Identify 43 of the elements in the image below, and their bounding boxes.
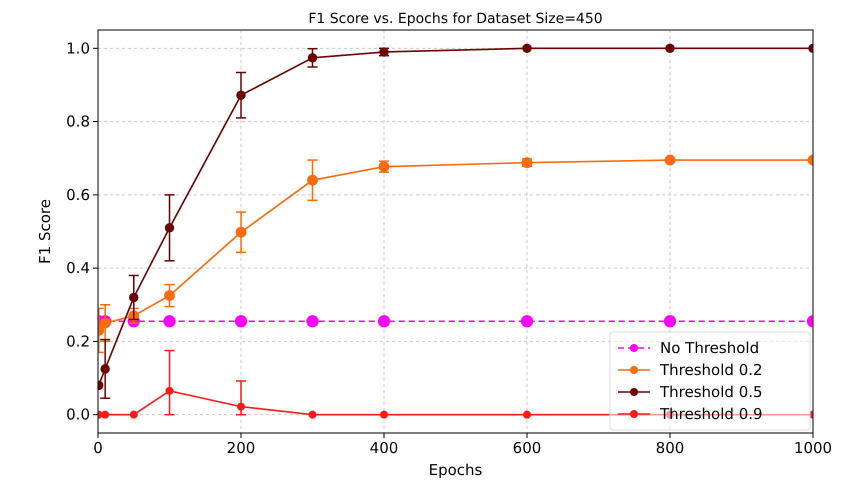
- point: [307, 174, 318, 186]
- point: [164, 223, 174, 233]
- point: [101, 410, 110, 419]
- point: [236, 226, 246, 238]
- point: [523, 410, 531, 419]
- point: [380, 410, 388, 419]
- legend-label: No Threshold: [660, 339, 760, 357]
- y-tick-label: 0.4: [66, 259, 90, 278]
- point: [166, 386, 174, 395]
- point: [306, 315, 319, 328]
- legend-label: Threshold 0.5: [659, 383, 763, 401]
- x-tick-label: 1000: [794, 439, 832, 457]
- point: [522, 44, 532, 54]
- y-tick-label: 0.8: [66, 112, 90, 131]
- legend-label: Threshold 0.2: [659, 361, 763, 379]
- point: [129, 292, 138, 302]
- x-tick-label: 0: [93, 439, 103, 457]
- point: [308, 410, 316, 419]
- point: [308, 53, 318, 63]
- x-tick-label: 200: [226, 439, 256, 457]
- x-tick-label: 800: [656, 439, 684, 457]
- point: [520, 315, 534, 328]
- y-tick-label: 1.0: [66, 39, 90, 58]
- point: [236, 90, 246, 100]
- point: [100, 364, 110, 374]
- y-tick-label: 0.6: [66, 186, 90, 204]
- x-tick-label: 600: [512, 439, 542, 457]
- point: [664, 154, 676, 166]
- point: [378, 315, 390, 328]
- y-tick-label: 0.2: [66, 332, 90, 350]
- x-tick-label: 400: [370, 439, 398, 457]
- point: [237, 402, 245, 411]
- y-tick-label: 0.0: [66, 406, 90, 424]
- x-axis-title: Epochs: [428, 461, 483, 479]
- y-axis-title: F1 Score: [36, 199, 54, 264]
- legend-label: Threshold 0.9: [659, 405, 763, 423]
- point: [664, 315, 676, 328]
- point: [234, 315, 248, 328]
- point: [163, 315, 176, 328]
- chart-title: F1 Score vs. Epochs for Dataset Size=450: [308, 11, 603, 27]
- point: [130, 410, 138, 419]
- point: [665, 44, 675, 54]
- point: [164, 290, 175, 302]
